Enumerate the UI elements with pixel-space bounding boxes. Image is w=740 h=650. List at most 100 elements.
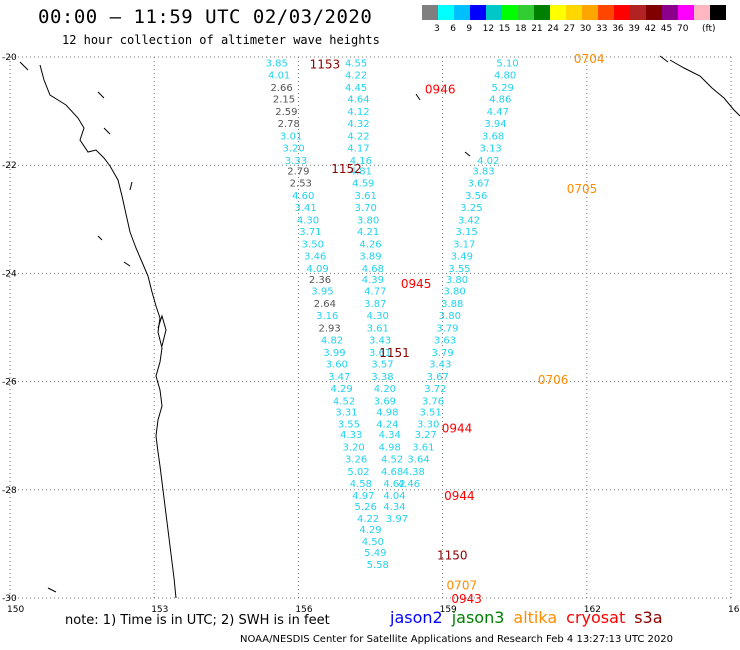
swh-value: 3.56 [465,191,487,202]
swh-value: 4.20 [374,384,396,395]
pass-time-label: 0706 [538,373,569,387]
swh-value: 3.87 [364,299,386,310]
color-swatch [502,5,518,20]
scale-label: 3 [434,24,440,34]
swh-value: 3.64 [407,454,429,465]
swh-value: 3.60 [326,360,348,371]
swh-value: 3.83 [472,167,494,178]
swh-value: 4.22 [347,131,369,142]
swh-value: 3.42 [458,215,480,226]
lon-tick-label: 153 [151,605,168,615]
scale-label: 45 [660,24,673,34]
color-swatch [582,5,598,20]
swh-value: 4.26 [359,240,381,251]
swh-value: 4.09 [306,264,328,275]
swh-value: 3.63 [434,335,456,346]
australia-coastline [39,64,177,599]
satellite-jason2: jason2 [390,608,443,627]
swh-value: 5.26 [355,502,377,513]
chesterfield-islands [47,93,471,593]
swh-value: 3.55 [338,419,360,430]
color-swatch [662,5,678,20]
satellite-altika: altika [513,608,558,627]
pass-time-label: 0946 [425,82,456,96]
pass-time-label: 1150 [437,549,468,563]
scale-label: 36 [612,24,624,34]
swh-value: 2.79 [287,167,309,178]
color-swatch [438,5,454,20]
pass-time-label: 0944 [442,422,473,436]
swh-value: 2.66 [270,83,292,94]
swh-value: 3.79 [436,324,458,335]
swh-value: 4.52 [381,454,403,465]
swh-value: 5.49 [364,548,386,559]
swh-value: 3.25 [460,203,482,214]
swh-value: 3.69 [374,397,396,408]
color-swatch [454,5,470,20]
swh-value: 4.17 [347,143,369,154]
pass-time-label: 0943 [451,592,482,606]
note-text: note: 1) Time is in UTC; 2) SWH is in fe… [65,613,330,628]
swh-value: 4.32 [347,119,369,130]
pass-time-label: 1151 [379,346,410,360]
scale-label: 24 [547,24,559,34]
color-swatch [470,5,486,20]
swh-value: 4.86 [489,95,511,106]
swh-value: 3.27 [415,430,437,441]
swh-value: 3.61 [369,348,391,359]
lat-tick-label: -20 [2,53,17,63]
swh-value: 4.98 [379,443,401,454]
swh-value: 3.68 [482,131,504,142]
scale-label: 39 [628,24,640,34]
swh-value: 4.01 [268,70,290,81]
swh-value: 3.89 [359,252,381,263]
swh-value: 3.61 [367,324,389,335]
swh-value: 4.24 [376,419,398,430]
page-subtitle: 12 hour collection of altimeter wave hei… [62,33,380,47]
track-jason3-right: 5.104.80 5.294.864.473.943.683.13 4.023.83… [398,58,519,489]
scale-label: 6 [450,24,456,34]
track-jason3-left: 4.554.224.454.644.124.324.224.174.164.81… [345,58,408,525]
lat-tick-label: -24 [2,269,17,279]
swh-value: 3.80 [443,287,465,298]
swh-value: 3.67 [427,372,449,383]
color-swatch [550,5,566,20]
pass-time-labels: 1153 0946 0704 1152 0705 0945 1151 0706 0944 0944… [310,52,605,606]
queensland-islands [19,61,133,267]
swh-value: 3.43 [429,360,451,371]
swh-value: 4.02 [477,156,499,167]
satellite-legend: jason2 jason3 altika cryosat s3a [390,608,672,627]
swh-value: 4.59 [352,179,374,190]
swh-value: 3.16 [316,311,338,322]
swh-value: 3.41 [294,203,316,214]
swh-value: 3.15 [456,227,478,238]
scale-label: 30 [579,24,592,34]
swh-value: 4.30 [367,311,389,322]
lat-tick-label: -30 [2,594,17,604]
swh-value: 3.97 [386,514,408,525]
lat-tick-label: -28 [2,486,17,496]
swh-value: 2.93 [319,324,341,335]
scale-label: 18 [515,24,527,34]
color-swatch [630,5,646,20]
swh-value: 4.82 [321,335,343,346]
swh-value: 4.52 [333,397,355,408]
swh-value: 4.64 [347,95,369,106]
altimeter-tracks: 4.554.224.454.644.124.324.224.174.164.81… [266,58,519,571]
color-swatch [566,5,582,20]
pass-time-label: 0705 [567,182,598,196]
swh-value: 3.80 [439,311,461,322]
swh-value: 3.85 [266,58,288,69]
swh-value: 4.81 [350,167,372,178]
swh-value: 3.13 [480,143,502,154]
swh-value: 2.53 [290,179,312,190]
color-swatch [614,5,630,20]
lat-tick-label: -22 [2,161,17,171]
swh-value: 3.38 [371,372,393,383]
lon-tick-label: 162 [584,605,601,615]
swh-value: 4.34 [383,502,405,513]
color-swatch [534,5,550,20]
pass-time-label: 0704 [574,52,605,66]
color-swatch [486,5,502,20]
